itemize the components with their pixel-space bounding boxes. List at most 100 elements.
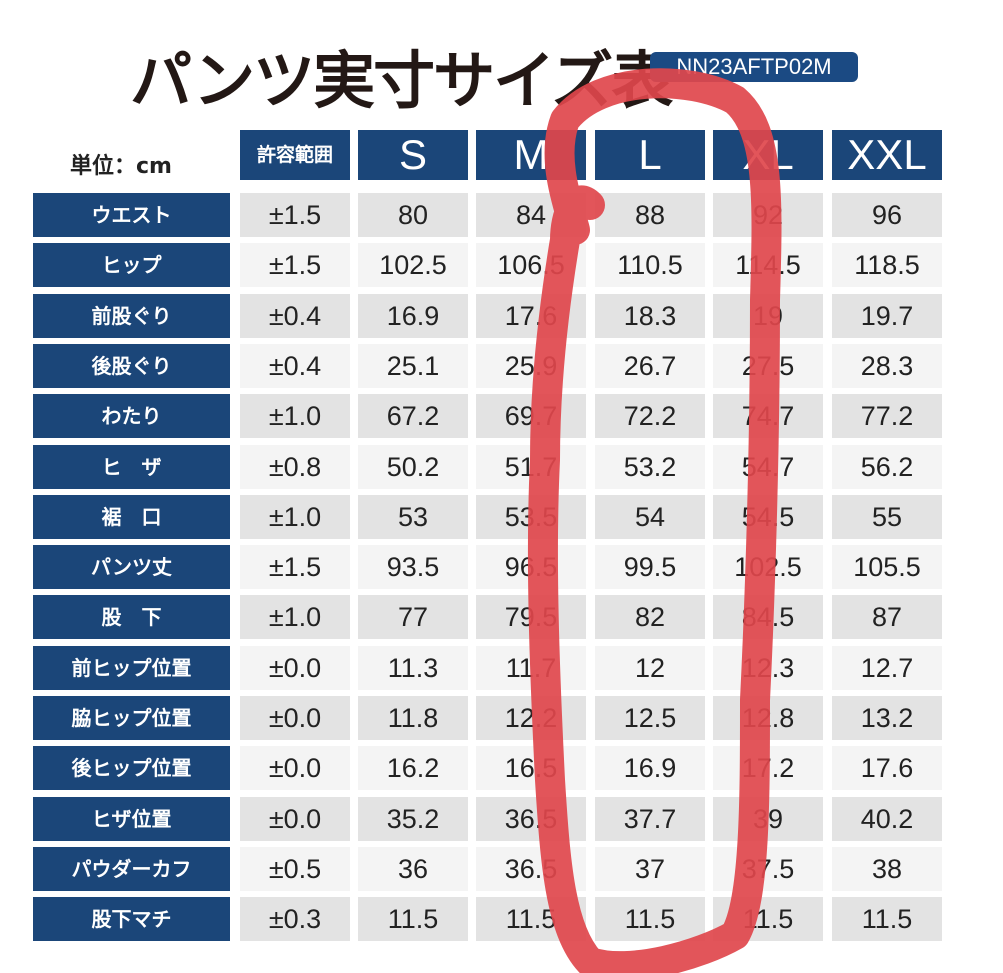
value-cell: 28.3 <box>832 343 942 388</box>
value-cell: 53.5 <box>476 494 586 539</box>
value-cell: 25.9 <box>476 343 586 388</box>
value-cell: 56.2 <box>832 444 942 489</box>
column-header: M <box>476 130 586 180</box>
value-cell: 12.8 <box>713 696 823 740</box>
row-label: ヒップ <box>33 243 230 288</box>
row-label: 股 下 <box>33 595 230 640</box>
value-cell: 55 <box>832 494 942 539</box>
tolerance-cell: ±0.5 <box>240 846 350 891</box>
row-label: わたり <box>33 394 230 439</box>
value-cell: 96.5 <box>476 545 586 590</box>
value-cell: 13.2 <box>832 696 942 740</box>
value-cell: 80 <box>358 193 468 237</box>
product-code-badge: NN23AFTP02M <box>650 52 858 82</box>
value-cell: 74.7 <box>713 394 823 439</box>
tolerance-cell: ±1.5 <box>240 545 350 590</box>
value-cell: 92 <box>713 193 823 237</box>
value-cell: 96 <box>832 193 942 237</box>
value-cell: 54.7 <box>713 444 823 489</box>
value-cell: 16.9 <box>358 293 468 338</box>
value-cell: 16.2 <box>358 746 468 791</box>
tolerance-cell: ±0.4 <box>240 343 350 388</box>
value-cell: 17.6 <box>832 746 942 791</box>
value-cell: 102.5 <box>713 545 823 590</box>
value-cell: 11.8 <box>358 696 468 740</box>
value-cell: 12.3 <box>713 645 823 690</box>
value-cell: 39 <box>713 796 823 841</box>
value-cell: 114.5 <box>713 243 823 288</box>
tolerance-cell: ±0.0 <box>240 696 350 740</box>
value-cell: 84.5 <box>713 595 823 640</box>
value-cell: 110.5 <box>595 243 705 288</box>
value-cell: 50.2 <box>358 444 468 489</box>
value-cell: 69.7 <box>476 394 586 439</box>
value-cell: 19 <box>713 293 823 338</box>
value-cell: 105.5 <box>832 545 942 590</box>
row-label: パウダーカフ <box>33 846 230 891</box>
value-cell: 11.5 <box>832 897 942 942</box>
value-cell: 53.2 <box>595 444 705 489</box>
value-cell: 37.7 <box>595 796 705 841</box>
row-label: 脇ヒップ位置 <box>33 696 230 740</box>
column-header: L <box>595 130 705 180</box>
value-cell: 12.2 <box>476 696 586 740</box>
row-label: 裾 口 <box>33 494 230 539</box>
value-cell: 19.7 <box>832 293 942 338</box>
column-header: 許容範囲 <box>240 130 350 180</box>
value-cell: 77.2 <box>832 394 942 439</box>
row-label: パンツ丈 <box>33 545 230 590</box>
value-cell: 11.5 <box>358 897 468 942</box>
tolerance-cell: ±0.3 <box>240 897 350 942</box>
value-cell: 54.5 <box>713 494 823 539</box>
row-label: ヒザ位置 <box>33 796 230 841</box>
value-cell: 38 <box>832 846 942 891</box>
value-cell: 12.5 <box>595 696 705 740</box>
value-cell: 36.5 <box>476 846 586 891</box>
value-cell: 54 <box>595 494 705 539</box>
tolerance-cell: ±0.8 <box>240 444 350 489</box>
value-cell: 93.5 <box>358 545 468 590</box>
value-cell: 53 <box>358 494 468 539</box>
value-cell: 12 <box>595 645 705 690</box>
column-header: XL <box>713 130 823 180</box>
value-cell: 16.9 <box>595 746 705 791</box>
value-cell: 87 <box>832 595 942 640</box>
column-header: S <box>358 130 468 180</box>
value-cell: 77 <box>358 595 468 640</box>
tolerance-cell: ±0.0 <box>240 746 350 791</box>
tolerance-cell: ±1.5 <box>240 193 350 237</box>
value-cell: 11.7 <box>476 645 586 690</box>
value-cell: 11.5 <box>713 897 823 942</box>
value-cell: 67.2 <box>358 394 468 439</box>
page-title: パンツ実寸サイズ表 <box>130 44 673 117</box>
value-cell: 11.3 <box>358 645 468 690</box>
value-cell: 106.5 <box>476 243 586 288</box>
tolerance-cell: ±1.0 <box>240 595 350 640</box>
row-label: ウエスト <box>33 193 230 237</box>
value-cell: 36.5 <box>476 796 586 841</box>
value-cell: 84 <box>476 193 586 237</box>
value-cell: 17.2 <box>713 746 823 791</box>
column-header: XXL <box>832 130 942 180</box>
row-label: 前ヒップ位置 <box>33 645 230 690</box>
value-cell: 11.5 <box>476 897 586 942</box>
value-cell: 16.5 <box>476 746 586 791</box>
value-cell: 27.5 <box>713 343 823 388</box>
value-cell: 12.7 <box>832 645 942 690</box>
row-label: 後股ぐり <box>33 343 230 388</box>
value-cell: 118.5 <box>832 243 942 288</box>
value-cell: 18.3 <box>595 293 705 338</box>
value-cell: 82 <box>595 595 705 640</box>
row-label: ヒ ザ <box>33 444 230 489</box>
value-cell: 26.7 <box>595 343 705 388</box>
tolerance-cell: ±0.4 <box>240 293 350 338</box>
value-cell: 51.7 <box>476 444 586 489</box>
value-cell: 35.2 <box>358 796 468 841</box>
value-cell: 99.5 <box>595 545 705 590</box>
value-cell: 37.5 <box>713 846 823 891</box>
tolerance-cell: ±1.0 <box>240 394 350 439</box>
value-cell: 72.2 <box>595 394 705 439</box>
unit-label: 単位：cm <box>70 154 172 179</box>
value-cell: 17.6 <box>476 293 586 338</box>
tolerance-cell: ±1.5 <box>240 243 350 288</box>
